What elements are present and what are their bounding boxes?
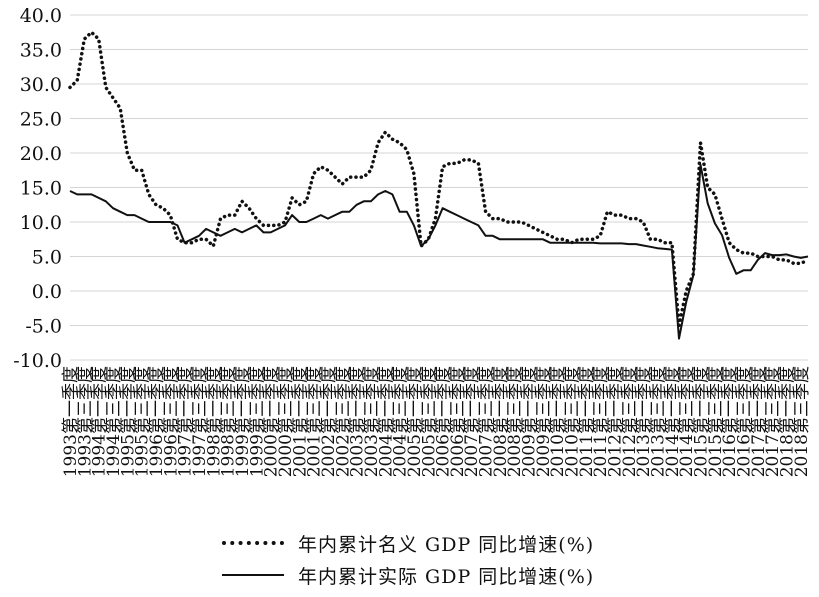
x-tick-label: 2005第三季度 — [419, 366, 439, 477]
x-tick-label: 2006第一季度 — [434, 366, 454, 477]
x-tick-label: 1994第三季度 — [104, 366, 124, 477]
x-tick-label: 2017第三季度 — [763, 366, 783, 477]
x-tick-label: 1999第一季度 — [233, 366, 253, 477]
x-tick-label: 1998第三季度 — [219, 366, 239, 477]
x-tick-label: 2007第一季度 — [462, 366, 482, 477]
y-tick-label: -10.0 — [13, 350, 62, 372]
x-tick-label: 1993第三季度 — [75, 366, 95, 477]
x-tick-label: 2011第三季度 — [591, 366, 611, 477]
x-tick-label: 2005第一季度 — [405, 366, 425, 477]
legend-item-nominal: 年内累计名义 GDP 同比增速(%) — [222, 531, 782, 556]
x-tick-label: 2012第一季度 — [606, 366, 626, 477]
x-tick-label: 2010第三季度 — [563, 366, 583, 477]
x-tick-label: 2004第三季度 — [391, 366, 411, 477]
x-tick-label: 2003第三季度 — [362, 366, 382, 477]
x-tick-label: 1996第三季度 — [161, 366, 181, 477]
x-tick-label: 2004第一季度 — [376, 366, 396, 477]
y-tick-label: -5.0 — [25, 316, 62, 338]
y-tick-label: 35.0 — [20, 40, 62, 62]
x-tick-label: 1994第一季度 — [90, 366, 110, 477]
x-tick-label: 2002第一季度 — [319, 366, 339, 477]
x-tick-label: 1999第三季度 — [247, 366, 267, 477]
x-tick-label: 2008第三季度 — [505, 366, 525, 477]
y-tick-label: 30.0 — [20, 74, 62, 96]
legend-item-real: 年内累计实际 GDP 同比增速(%) — [222, 563, 782, 588]
legend-label-nominal: 年内累计名义 GDP 同比增速(%) — [298, 533, 595, 556]
legend-swatch-solid — [222, 574, 284, 576]
legend-swatch-dotted — [222, 541, 284, 545]
x-tick-label: 2015第三季度 — [706, 366, 726, 477]
x-tick-label: 2001第三季度 — [305, 366, 325, 477]
y-tick-label: 20.0 — [20, 143, 62, 165]
y-tick-label: 0.0 — [32, 281, 62, 303]
x-tick-label: 2000第三季度 — [276, 366, 296, 477]
x-tick-label: 2011第一季度 — [577, 366, 597, 477]
x-tick-label: 1997第一季度 — [176, 366, 196, 477]
series-line-real — [69, 163, 809, 340]
legend-label-real: 年内累计实际 GDP 同比增速(%) — [298, 565, 595, 588]
x-tick-label: 2015第一季度 — [692, 366, 712, 477]
x-tick-label: 2016第三季度 — [735, 366, 755, 477]
x-tick-label: 2014第一季度 — [663, 366, 683, 477]
series-line-nominal — [68, 30, 810, 328]
x-tick-label: 2000第一季度 — [262, 366, 282, 477]
y-tick-label: 25.0 — [20, 109, 62, 131]
x-tick-label: 2009第三季度 — [534, 366, 554, 477]
x-tick-label: 1997第三季度 — [190, 366, 210, 477]
y-tick-label: 15.0 — [20, 178, 62, 200]
x-tick-label: 1993第一季度 — [61, 366, 81, 477]
x-tick-label: 2010第一季度 — [548, 366, 568, 477]
x-tick-label: 2018第三季度 — [792, 366, 812, 477]
x-tick-label: 2013第一季度 — [634, 366, 654, 477]
y-tick-label: 40.0 — [20, 5, 62, 27]
x-tick-label: 1995第三季度 — [133, 366, 153, 477]
x-tick-label: 2012第三季度 — [620, 366, 640, 477]
x-tick-label: 2013第三季度 — [649, 366, 669, 477]
x-tick-label: 2017第一季度 — [749, 366, 769, 477]
x-tick-label: 2018第一季度 — [778, 366, 798, 477]
y-tick-label: 5.0 — [32, 247, 62, 269]
x-tick-label: 1995第一季度 — [118, 366, 138, 477]
x-tick-label: 1996第一季度 — [147, 366, 167, 477]
x-tick-label: 2008第一季度 — [491, 366, 511, 477]
y-tick-label: 10.0 — [20, 212, 62, 234]
x-tick-label: 2009第一季度 — [520, 366, 540, 477]
x-tick-label: 2006第三季度 — [448, 366, 468, 477]
x-tick-label: 1998第一季度 — [204, 366, 224, 477]
x-tick-label: 2007第三季度 — [477, 366, 497, 477]
x-tick-label: 2016第一季度 — [720, 366, 740, 477]
x-tick-label: 2002第三季度 — [333, 366, 353, 477]
x-tick-label: 2014第三季度 — [677, 366, 697, 477]
x-tick-label: 2001第一季度 — [290, 366, 310, 477]
x-tick-label: 2003第一季度 — [348, 366, 368, 477]
